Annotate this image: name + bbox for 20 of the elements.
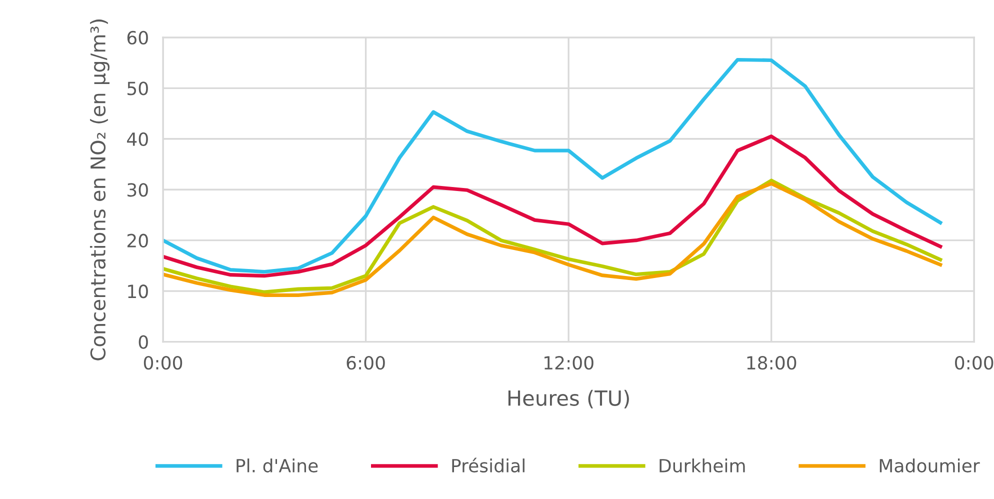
x-tick-label: 12:00	[544, 356, 594, 370]
y-tick-label: 40	[127, 132, 148, 146]
x-tick-label: 18:00	[747, 356, 796, 370]
y-tick-label: 20	[127, 234, 148, 248]
legend-label: Durkheim	[660, 458, 745, 472]
y-axis-title: Concentrations en NO₂ (en µg/m³)	[90, 20, 110, 360]
legend-label: Madoumier	[880, 458, 980, 472]
x-tick-label: 0:00	[144, 356, 182, 370]
y-tick-label: 30	[128, 183, 148, 197]
y-tick-label: 60	[127, 30, 148, 45]
y-tick-label: 50	[128, 82, 148, 96]
y-tick-label: 0	[138, 335, 148, 349]
line-series	[163, 134, 942, 278]
line-series	[163, 58, 942, 274]
legend-label: Présidial	[452, 458, 524, 472]
y-tick-label: 10	[128, 284, 148, 298]
x-axis-title: Heures (TU)	[508, 390, 629, 408]
x-tick-label: 6:00	[346, 356, 385, 370]
x-tick-label: 0:00	[955, 356, 994, 370]
legend-label: Pl. d'Aine	[236, 458, 318, 472]
